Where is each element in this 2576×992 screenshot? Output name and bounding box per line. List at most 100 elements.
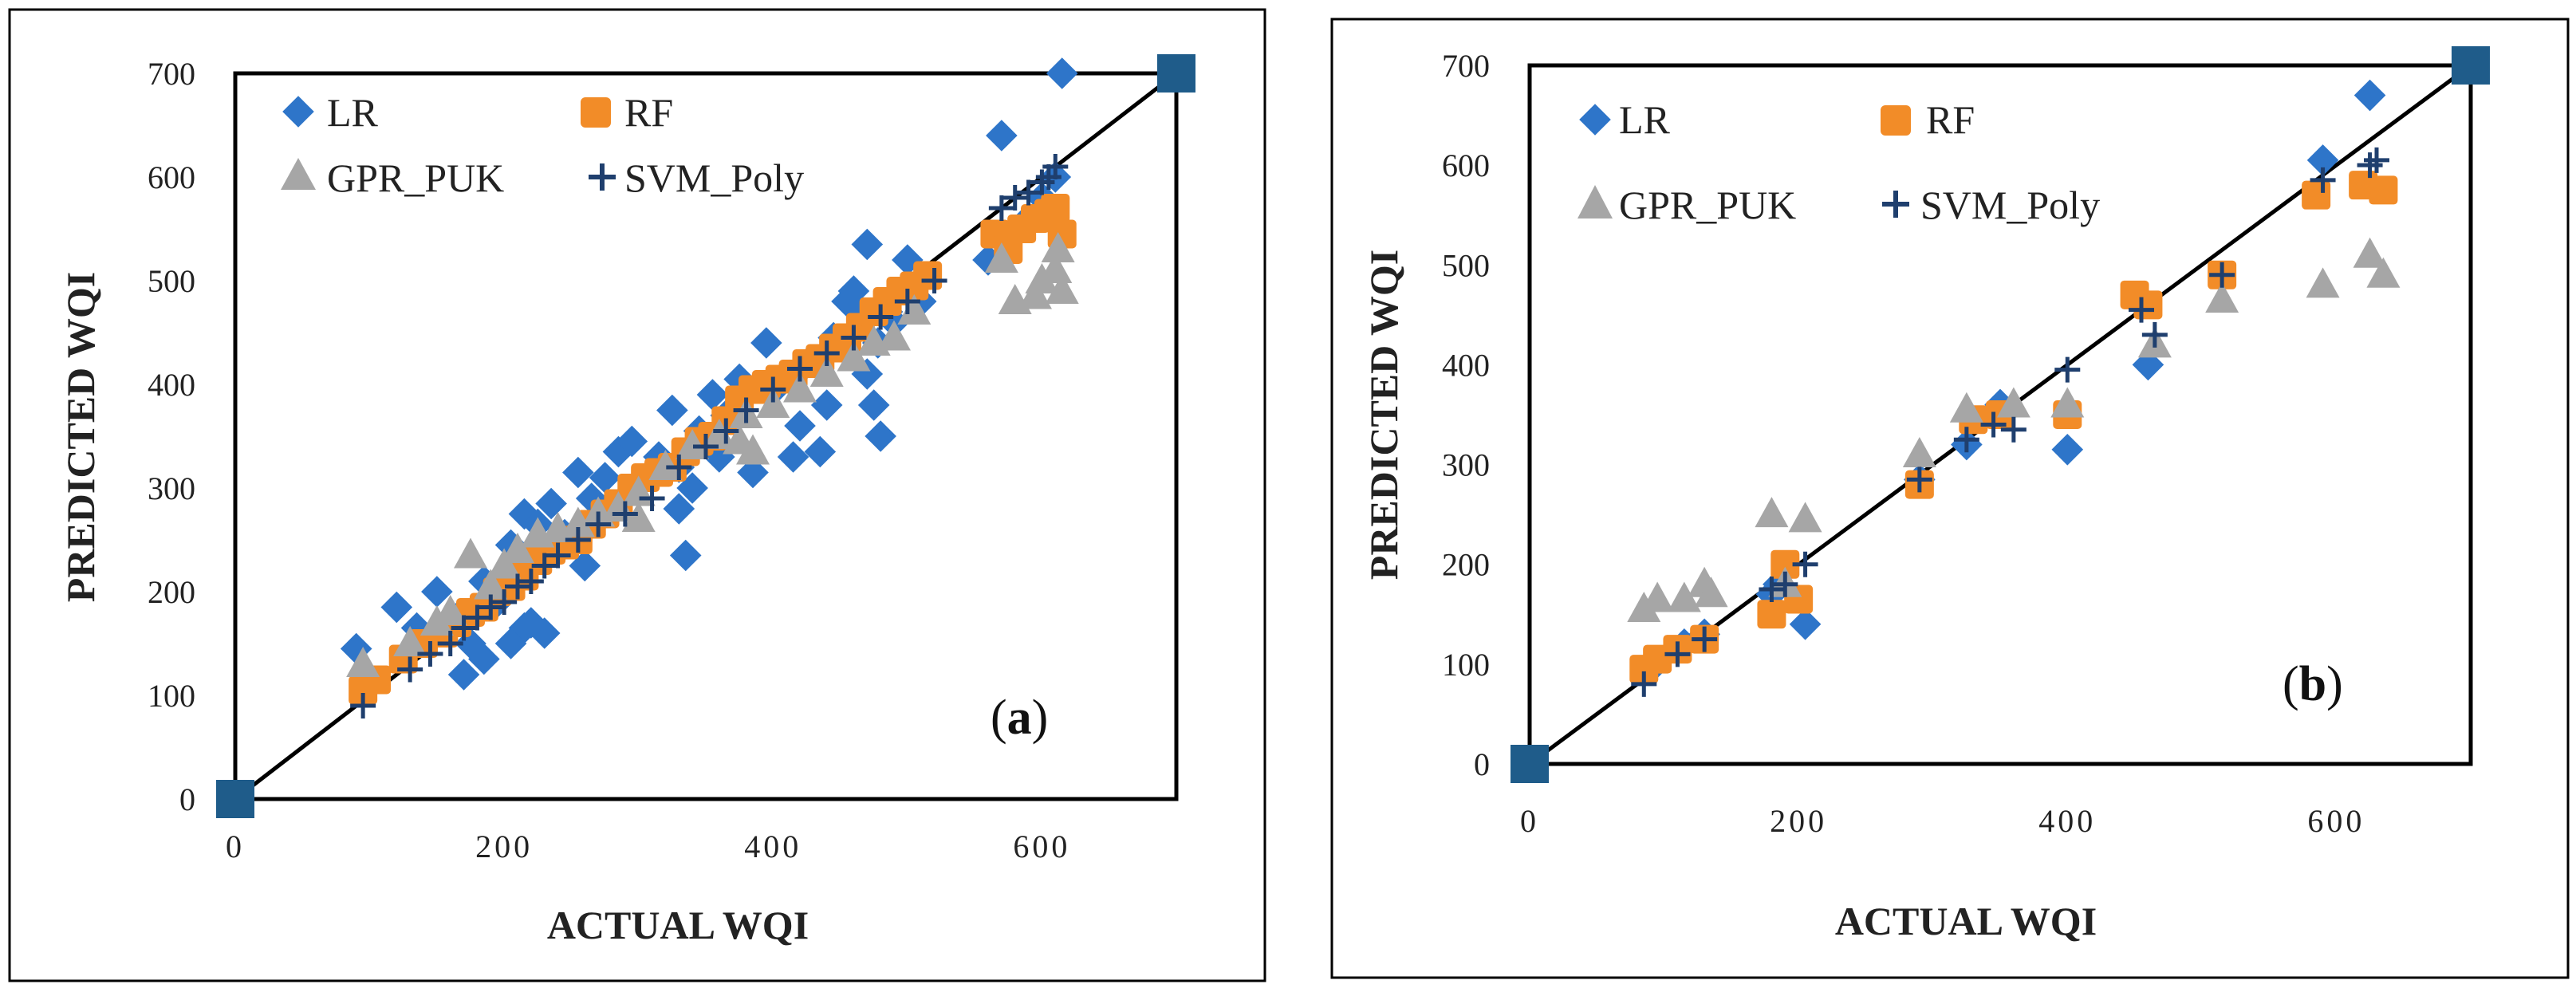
- point-gpr-puk-a: [1041, 232, 1075, 262]
- chart-panel-b: 0 200 400 600 0 100 200 300 400 500 600 700 ACTUAL …: [1276, 0, 2576, 992]
- point-gpr-puk-a: [1045, 274, 1079, 304]
- y-tick-label-a: 500: [148, 263, 195, 299]
- point-svm-poly-a: [988, 195, 1014, 221]
- scatter-chart-a: 0 200 400 600 0 100 200 300 400 500 600 700 ACTUAL …: [8, 8, 1266, 982]
- point-gpr-puk-a: [346, 647, 380, 677]
- point-lr-a: [562, 456, 594, 489]
- point-svm-poly-a: [1042, 154, 1069, 179]
- point-lr-a: [784, 410, 816, 442]
- point-gpr-puk-a: [501, 533, 534, 563]
- x-tick-label-a: 0: [226, 829, 245, 864]
- x-tick-label-b: 400: [2038, 803, 2096, 839]
- point-gpr-puk-a: [877, 320, 911, 351]
- point-gpr-puk-a: [736, 434, 770, 465]
- point-gpr-puk-a: [837, 341, 871, 372]
- point-lr-a: [663, 493, 695, 525]
- x-tick-label-b: 0: [1520, 803, 1539, 839]
- point-lr-a: [535, 487, 567, 520]
- marks-layer-b: [1511, 46, 2490, 783]
- y-tick-label-a: 700: [148, 56, 195, 92]
- point-svm-poly-a: [491, 589, 518, 615]
- point-svm-poly-b: [2141, 321, 2168, 348]
- point-svm-poly-b: [2209, 262, 2235, 288]
- legend-marker-gpr-a: [281, 158, 316, 190]
- reference-endpoint-end-a: [1157, 54, 1195, 93]
- point-svm-poly-a: [565, 527, 591, 553]
- point-rf-b: [1757, 600, 1786, 629]
- point-gpr-puk-b: [1694, 577, 1728, 608]
- point-svm-poly-a: [437, 631, 463, 656]
- point-gpr-puk-a: [984, 242, 1018, 273]
- panel-label-open-b: (: [2283, 657, 2299, 711]
- panel-label-a: (a): [991, 691, 1048, 745]
- point-gpr-puk-b: [2050, 387, 2085, 418]
- point-gpr-puk-a: [487, 548, 522, 579]
- y-tick-label-b: 400: [1442, 347, 1490, 383]
- point-lr-a: [421, 576, 453, 608]
- legend-label-gpr-b: GPR_PUK: [1619, 183, 1796, 227]
- point-svm-poly-a: [518, 569, 544, 594]
- point-lr-a: [804, 435, 837, 468]
- point-lr-a: [777, 441, 809, 473]
- point-svm-poly-b: [1664, 641, 1691, 667]
- point-lr-b: [1789, 608, 1822, 640]
- point-svm-poly-a: [760, 376, 786, 403]
- point-lr-a: [669, 539, 702, 572]
- legend-marker-rf-a: [581, 97, 611, 128]
- x-tick-label-a: 600: [1013, 829, 1070, 864]
- point-gpr-puk-a: [474, 569, 508, 600]
- y-tick-label-a: 0: [179, 781, 195, 817]
- panel-label-open-a: (: [991, 691, 1007, 745]
- y-tick-label-b: 300: [1442, 447, 1490, 483]
- marks-layer-a: [216, 54, 1195, 818]
- legend-label-rf-b: RF: [1926, 97, 1975, 142]
- point-lr-a: [616, 425, 648, 458]
- legend-label-lr-a: LR: [327, 90, 379, 135]
- point-lr-a: [656, 394, 688, 427]
- point-gpr-puk-a: [561, 506, 595, 537]
- point-svm-poly-a: [397, 656, 423, 683]
- point-gpr-puk-a: [648, 450, 683, 480]
- point-gpr-puk-a: [621, 502, 656, 532]
- point-gpr-puk-b: [1996, 387, 2030, 418]
- y-tick-label-b: 500: [1442, 247, 1490, 283]
- point-gpr-puk-a: [393, 626, 427, 656]
- point-svm-poly-a: [350, 693, 376, 718]
- legend-marker-svm-a: [589, 163, 616, 191]
- legend-marker-svm-b: [1882, 191, 1909, 218]
- point-lr-a: [589, 462, 621, 494]
- point-gpr-puk-b: [1902, 437, 1936, 468]
- legend-label-lr-b: LR: [1619, 97, 1671, 142]
- point-svm-poly-a: [666, 455, 692, 480]
- point-svm-poly-a: [478, 594, 504, 620]
- y-tick-label-a: 300: [148, 470, 195, 506]
- y-axis-label-b: PREDICTED WQI: [1361, 250, 1406, 580]
- y-axis-label-a: PREDICTED WQI: [58, 272, 103, 602]
- reference-endpoint-start-b: [1511, 745, 1549, 783]
- point-lr-a: [696, 379, 729, 411]
- y-tick-label-a: 100: [148, 678, 195, 714]
- point-rf-b: [2369, 175, 2398, 205]
- legend-b: LR RF GPR_PUK SVM_Poly: [1578, 97, 2100, 227]
- point-svm-poly-b: [1953, 427, 1979, 453]
- point-gpr-puk-b: [2353, 237, 2387, 268]
- point-svm-poly-b: [1906, 466, 1932, 493]
- point-svm-poly-a: [841, 325, 867, 351]
- point-lr-a: [865, 420, 896, 452]
- point-svm-poly-b: [1792, 551, 1818, 577]
- point-svm-poly-a: [813, 341, 840, 366]
- legend-label-gpr-a: GPR_PUK: [327, 155, 504, 200]
- x-axis-label-b: ACTUAL WQI: [1835, 899, 2097, 943]
- legend-label-svm-b: SVM_Poly: [1920, 183, 2100, 227]
- point-svm-poly-b: [1631, 671, 1657, 697]
- point-svm-poly-b: [1980, 411, 2007, 438]
- y-tick-label-b: 0: [1474, 746, 1490, 782]
- y-tick-label-b: 700: [1442, 48, 1490, 84]
- point-gpr-puk-b: [2205, 282, 2239, 313]
- point-svm-poly-a: [639, 486, 665, 511]
- point-svm-poly-a: [868, 304, 894, 330]
- y-tick-label-a: 600: [148, 159, 195, 195]
- point-gpr-puk-a: [897, 294, 932, 325]
- point-svm-poly-a: [693, 434, 719, 459]
- y-tick-label-b: 100: [1442, 647, 1490, 683]
